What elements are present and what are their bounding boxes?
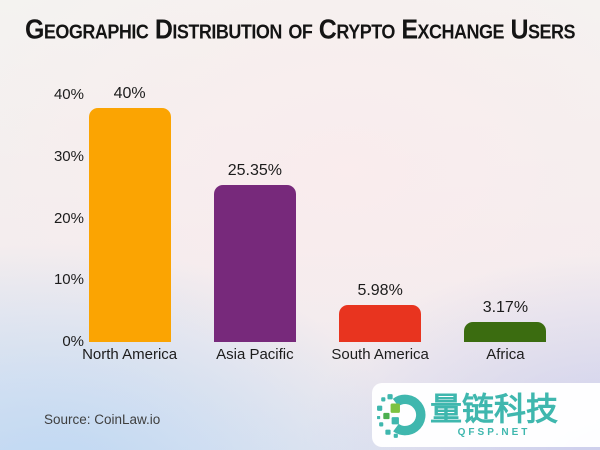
bar-column: 5.98% <box>318 85 443 342</box>
bar-column: 3.17% <box>443 85 568 342</box>
x-axis-label: Africa <box>486 346 525 363</box>
y-axis-tick-label: 0% <box>62 333 84 350</box>
y-axis: 0% 10% 20% 30% 40% <box>30 85 84 350</box>
watermark-badge: 量链科技 QFSP.NET <box>372 383 600 447</box>
x-axis-label: South America <box>331 346 429 363</box>
bar-asia-pacific <box>213 185 296 342</box>
bar-plot-area: 40% 25.35% 5.98% 3.17% <box>67 85 568 342</box>
brand-logo-icon <box>377 394 426 438</box>
x-axis-label: Asia Pacific <box>216 346 294 363</box>
bar-value-label: 25.35% <box>227 162 282 180</box>
chart-title: Geographic Distribution of Crypto Exchan… <box>24 14 576 46</box>
source-attribution: Source: CoinLaw.io <box>44 412 161 427</box>
bar-south-america <box>339 305 422 342</box>
bar-north-america <box>88 108 171 342</box>
y-axis-tick-label: 40% <box>53 86 84 103</box>
y-axis-tick-label: 30% <box>53 147 84 165</box>
y-axis-tick-label: 20% <box>53 209 84 227</box>
bar-value-label: 5.98% <box>357 282 403 300</box>
y-axis-tick-label: 10% <box>53 271 84 289</box>
watermark-text: 量链科技 QFSP.NET <box>430 392 558 438</box>
bar-column: 25.35% <box>192 85 317 342</box>
x-axis: North America Asia Pacific South America Af… <box>67 346 568 363</box>
bar-africa <box>464 322 547 342</box>
watermark-domain: QFSP.NET <box>457 427 531 438</box>
bar-column: 40% <box>67 85 192 342</box>
bar-value-label: 40% <box>113 85 146 102</box>
bar-value-label: 3.17% <box>482 299 529 317</box>
x-axis-label: North America <box>82 346 178 363</box>
watermark-brand-name: 量链科技 <box>430 391 559 427</box>
